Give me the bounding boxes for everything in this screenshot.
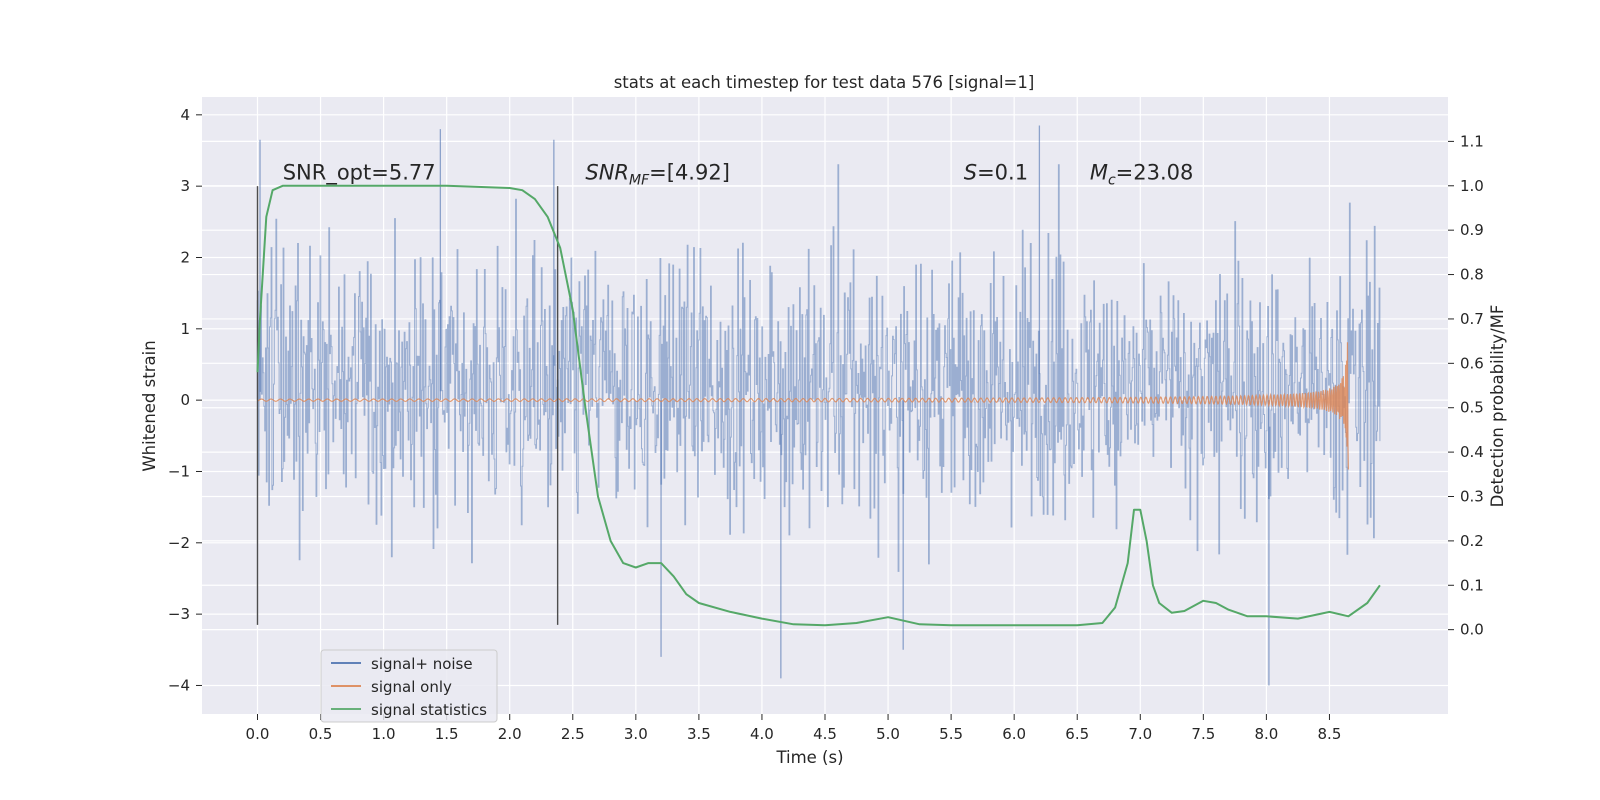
annotations: SNR_opt=5.77 SNRMF=[4.92] S=0.1 Mc=23.08 (283, 161, 1194, 189)
y2-tick-label: 0.4 (1460, 443, 1484, 461)
x-tick-label: 7.5 (1191, 725, 1215, 743)
y-tick-label: −1 (168, 462, 190, 480)
legend: signal+ noise signal only signal statist… (320, 649, 498, 723)
series-signal-statistics (256, 184, 1381, 627)
y2-tick-label: 0.3 (1460, 487, 1484, 505)
y-tick-label: −4 (168, 676, 190, 694)
series-signal-noise (257, 164, 1381, 572)
y-axis-right: 1.1 1.0 0.9 0.8 0.7 0.6 0.5 0.4 0.3 0.2 0.1 0.0 (1448, 132, 1484, 639)
y2-tick-label: 0.0 (1460, 621, 1484, 639)
y2-tick-label: 1.0 (1460, 177, 1484, 195)
y2-tick-label: 0.6 (1460, 354, 1484, 372)
y-tick-label: 1 (180, 320, 190, 338)
chart-title: stats at each timestep for test data 576… (614, 73, 1035, 92)
x-tick-label: 1.0 (372, 725, 396, 743)
legend-label-signal-noise: signal+ noise (371, 655, 473, 673)
x-tick-label: 5.0 (876, 725, 900, 743)
y-tick-label: −3 (168, 605, 190, 623)
y2-tick-label: 0.2 (1460, 532, 1484, 550)
x-axis-label: Time (s) (775, 748, 843, 767)
x-tick-label: 5.5 (939, 725, 963, 743)
y2-tick-label: 0.9 (1460, 221, 1484, 239)
y-axis-label: Whitened strain (140, 340, 159, 471)
x-tick-label: 7.0 (1128, 725, 1152, 743)
annotation-chirp-mass: Mc=23.08 (1090, 161, 1194, 189)
series-signal-only (257, 342, 1349, 470)
data-layer (256, 125, 1381, 686)
y2-axis-label: Detection probability/MF (1488, 305, 1507, 508)
y2-tick-label: 0.1 (1460, 576, 1484, 594)
annotation-snr-mf: SNRMF=[4.92] (585, 161, 730, 189)
x-tick-label: 2.0 (498, 725, 522, 743)
x-tick-label: 1.5 (435, 725, 459, 743)
y-tick-label: 2 (180, 248, 190, 266)
legend-label-signal-statistics: signal statistics (371, 701, 487, 719)
x-tick-label: 4.5 (813, 725, 837, 743)
x-tick-label: 3.0 (624, 725, 648, 743)
x-tick-label: 0.5 (309, 725, 333, 743)
y2-tick-label: 0.7 (1460, 310, 1484, 328)
y-axis-left: 4 3 2 1 0 −1 −2 −3 −4 (168, 106, 202, 694)
x-tick-label: 0.0 (246, 725, 270, 743)
x-tick-label: 2.5 (561, 725, 585, 743)
annotation-s-value: S=0.1 (964, 161, 1028, 185)
x-tick-label: 8.0 (1254, 725, 1278, 743)
y2-tick-label: 1.1 (1460, 132, 1484, 150)
x-tick-label: 6.5 (1065, 725, 1089, 743)
x-tick-label: 3.5 (687, 725, 711, 743)
y-tick-label: 4 (180, 106, 190, 124)
legend-box (320, 649, 498, 723)
x-tick-label: 8.5 (1318, 725, 1342, 743)
y-tick-label: 0 (180, 391, 190, 409)
annotation-snr-opt: SNR_opt=5.77 (283, 161, 436, 186)
x-tick-label: 4.0 (750, 725, 774, 743)
y-tick-label: 3 (180, 177, 190, 195)
x-tick-label: 6.0 (1002, 725, 1026, 743)
y-tick-label: −2 (168, 534, 190, 552)
y2-tick-label: 0.8 (1460, 266, 1484, 284)
y2-tick-label: 0.5 (1460, 399, 1484, 417)
legend-label-signal-only: signal only (371, 678, 452, 696)
x-axis: 0.0 0.5 1.0 1.5 2.0 2.5 3.0 3.5 4.0 4.5 5.0 5.5 6.0 6… (246, 714, 1342, 743)
